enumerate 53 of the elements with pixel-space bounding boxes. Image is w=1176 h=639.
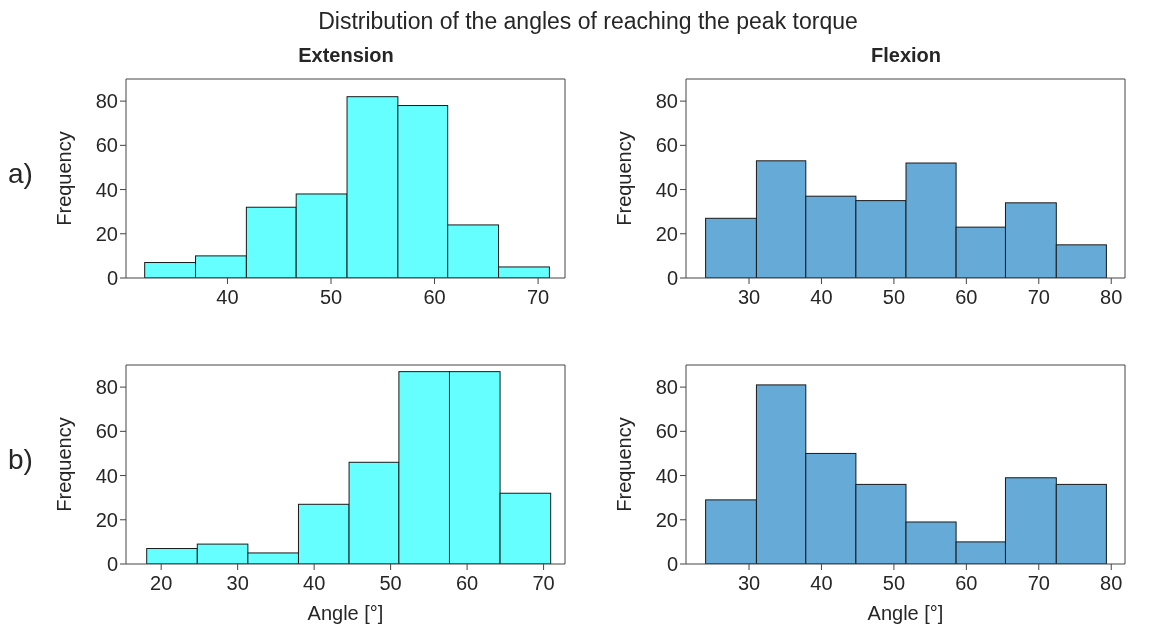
chart-subtitle: Extension (297, 43, 395, 68)
x-tick-label: 50 (319, 286, 343, 309)
y-tick-label: 0 (106, 267, 118, 290)
y-axis-title: Frequency (53, 131, 76, 226)
x-tick-label: 70 (526, 286, 550, 309)
x-axis-title: Angle [°] (307, 602, 384, 624)
y-tick-label: 20 (95, 222, 118, 245)
x-tick-label: 80 (1100, 572, 1123, 595)
y-tick-label: 60 (95, 134, 118, 157)
y-tick-label: 40 (655, 178, 678, 201)
x-tick-label: 50 (882, 286, 906, 309)
y-tick-label: 0 (666, 553, 678, 576)
text: a) (8, 158, 33, 190)
y-tick-label: 40 (95, 178, 118, 201)
x-tick-label: 60 (455, 572, 479, 595)
x-tick-label: 60 (955, 286, 978, 309)
y-axis-title: Frequency (53, 417, 76, 512)
y-tick-label: 80 (655, 376, 678, 399)
y-axis-title: Frequency (613, 417, 636, 512)
x-tick-label: 70 (1027, 572, 1050, 595)
x-tick-label: 40 (810, 572, 833, 595)
y-tick-label: 80 (95, 90, 118, 113)
x-tick-label: 60 (955, 572, 978, 595)
text: b) (8, 444, 33, 476)
x-tick-label: 30 (737, 286, 761, 309)
y-tick-label: 60 (655, 134, 678, 157)
x-axis-title: Angle [°] (867, 602, 944, 624)
chart-title: Distribution of the angles of reaching the peak torque (317, 8, 859, 35)
x-tick-label: 50 (379, 572, 402, 595)
y-tick-label: 20 (655, 222, 678, 245)
x-tick-label: 30 (737, 572, 761, 595)
y-tick-label: 40 (655, 464, 678, 487)
y-tick-label: 60 (95, 420, 118, 443)
y-tick-label: 80 (95, 376, 118, 399)
y-tick-label: 0 (666, 267, 678, 290)
x-tick-label: 40 (216, 286, 239, 309)
y-tick-label: 40 (95, 464, 118, 487)
x-tick-label: 70 (1027, 286, 1050, 309)
y-tick-label: 20 (95, 508, 118, 531)
y-tick-label: 0 (106, 553, 118, 576)
chart-title: Flexion (870, 43, 942, 68)
x-tick-label: 80 (1100, 286, 1123, 309)
x-tick-label: 60 (423, 286, 446, 309)
x-tick-label: 50 (882, 572, 906, 595)
y-axis-title: Frequency (613, 131, 636, 226)
x-tick-label: 40 (810, 286, 833, 309)
x-tick-label: 70 (532, 572, 555, 595)
x-tick-label: 20 (150, 572, 173, 595)
x-tick-label: 40 (303, 572, 326, 595)
y-tick-label: 60 (655, 420, 678, 443)
y-tick-label: 80 (655, 90, 678, 113)
x-tick-label: 30 (226, 572, 249, 595)
y-tick-label: 20 (655, 508, 678, 531)
